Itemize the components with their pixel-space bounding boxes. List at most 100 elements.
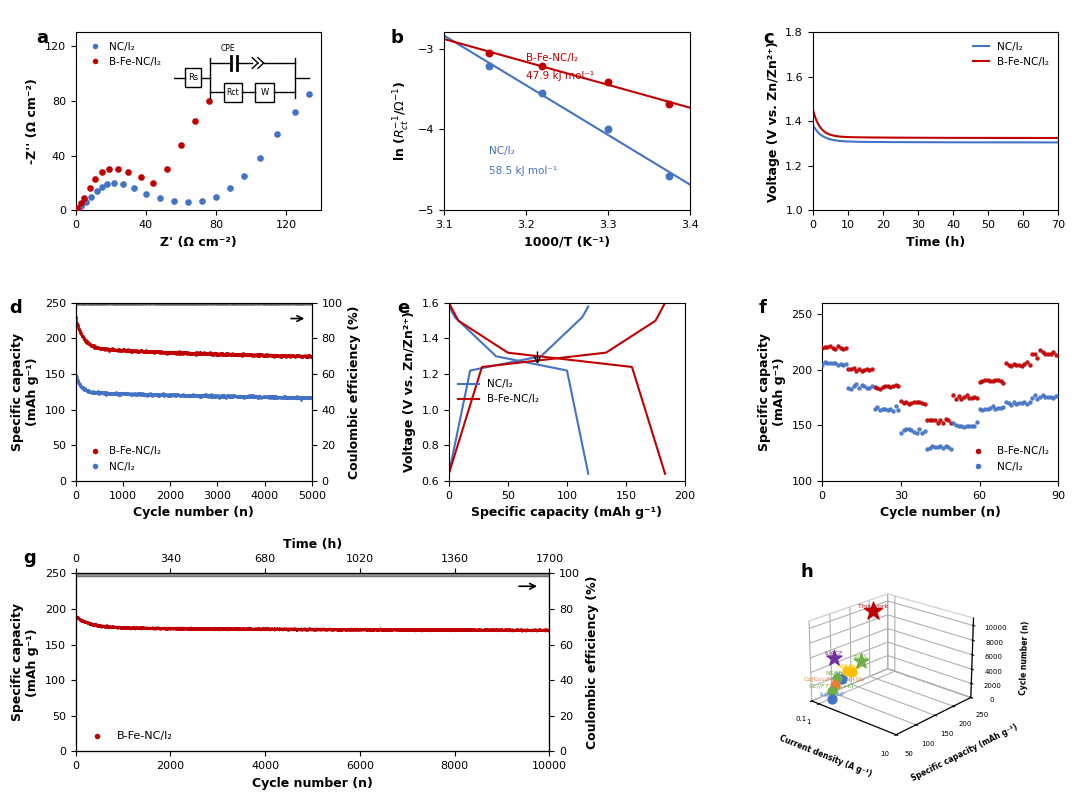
Text: c: c (764, 29, 774, 47)
Point (147, 345, 164, 358)
Point (271, 349, 288, 362)
Point (150, 346, 167, 359)
Point (302, 350, 320, 363)
Point (173, 347, 190, 360)
Point (166, 346, 184, 359)
Point (69, 320, 86, 333)
Point (109, 343, 126, 356)
Point (175, 389, 192, 402)
Point (108, 297, 125, 310)
Point (822, 339, 839, 352)
Point (217, 390, 234, 403)
Point (177, 346, 194, 359)
Point (121, 345, 138, 358)
Point (289, 391, 307, 404)
Point (270, 297, 287, 310)
Point (227, 347, 244, 360)
Point (218, 348, 235, 361)
Point (67, 297, 84, 310)
Point (255, 348, 272, 361)
Point (887, 399, 904, 412)
Point (72, 380, 90, 393)
Point (208, 347, 226, 360)
Point (258, 390, 275, 403)
Point (185, 389, 202, 402)
Point (233, 348, 251, 361)
Point (150, 297, 167, 310)
Point (281, 297, 298, 310)
Point (98, 386, 116, 399)
Point (119, 343, 136, 356)
NC/I₂ (806, 120, 819, 129)
Point (156, 388, 173, 401)
Point (98, 297, 116, 310)
Point (908, 396, 926, 409)
Point (254, 390, 271, 403)
Point (194, 347, 212, 360)
Point (75, 330, 92, 343)
Point (141, 387, 159, 400)
Point (279, 390, 296, 403)
Point (217, 390, 234, 403)
Point (253, 391, 270, 404)
Point (178, 389, 195, 402)
Point (210, 348, 227, 361)
B-Fe-NC/I₂ (951, 133, 964, 143)
Point (270, 390, 287, 403)
Point (289, 348, 307, 361)
Point (139, 345, 157, 358)
Point (270, 350, 287, 363)
Point (140, 345, 158, 358)
Point (286, 349, 303, 362)
Point (264, 297, 281, 310)
Point (175, 297, 192, 310)
Point (829, 359, 847, 372)
Point (280, 349, 297, 362)
Point (116, 387, 133, 400)
Point (199, 389, 216, 402)
Point (102, 386, 119, 399)
Point (100, 386, 118, 399)
Point (286, 297, 303, 309)
Point (222, 349, 240, 362)
Point (218, 389, 235, 402)
Point (171, 347, 188, 360)
Point (90, 342, 107, 355)
Point (121, 388, 138, 401)
Point (147, 389, 164, 402)
Point (260, 348, 278, 361)
Point (982, 374, 999, 387)
Point (208, 389, 226, 402)
Point (198, 388, 215, 401)
Point (208, 348, 226, 361)
Point (131, 345, 148, 358)
Point (136, 345, 153, 358)
Point (81, 297, 98, 310)
Point (190, 297, 207, 310)
Point (96, 387, 113, 400)
Point (177, 297, 194, 310)
Point (257, 349, 274, 362)
Point (246, 349, 264, 362)
Point (240, 297, 257, 310)
Point (92, 385, 109, 398)
Point (151, 297, 168, 310)
Point (208, 348, 226, 361)
Point (124, 345, 141, 358)
Point (264, 390, 281, 403)
Point (284, 391, 301, 404)
Point (123, 389, 140, 402)
Point (291, 348, 308, 361)
Point (289, 349, 307, 362)
Point (903, 396, 920, 409)
Point (127, 297, 145, 309)
Point (190, 347, 207, 360)
Point (222, 390, 240, 403)
Point (213, 347, 230, 360)
Point (193, 297, 211, 310)
Point (224, 297, 241, 310)
Point (92, 342, 109, 355)
Point (131, 388, 148, 401)
Point (233, 390, 251, 403)
Point (297, 297, 314, 310)
